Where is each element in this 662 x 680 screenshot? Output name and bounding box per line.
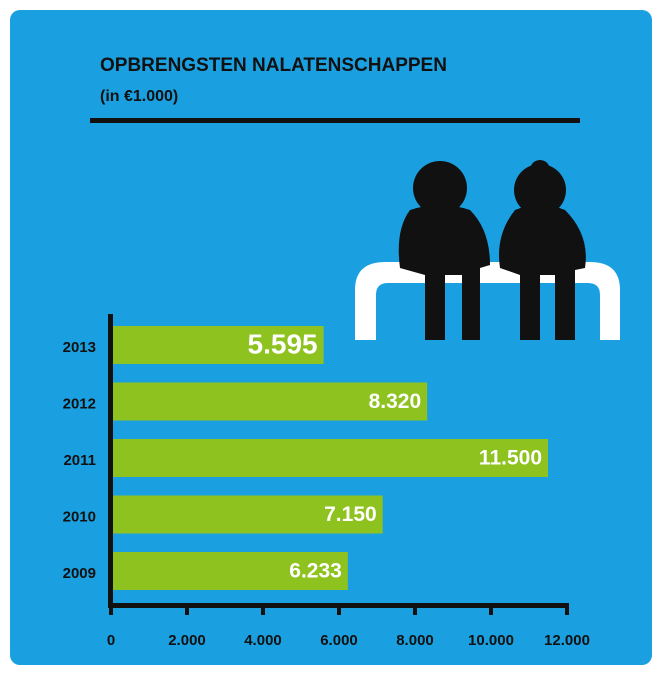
y-tick-label: 2011: [63, 452, 96, 469]
x-tick-label: 0: [107, 632, 115, 649]
bar: [111, 326, 324, 364]
illustration: [355, 160, 620, 340]
value-label: 5.595: [248, 328, 318, 359]
value-label: 8.320: [369, 390, 422, 413]
title-rule: [90, 118, 580, 123]
x-tick-label: 6.000: [320, 632, 358, 649]
value-label: 11.500: [479, 447, 542, 470]
y-tick-label: 2010: [63, 508, 96, 525]
y-tick-label: 2012: [63, 395, 96, 412]
x-tick-label: 10.000: [468, 632, 514, 649]
x-tick-label: 4.000: [244, 632, 282, 649]
x-tick-label: 8.000: [396, 632, 434, 649]
bar: [111, 552, 348, 590]
bar: [111, 495, 383, 534]
x-tick-label: 12.000: [544, 632, 590, 649]
value-label: 6.233: [289, 560, 342, 583]
value-label: 7.150: [324, 503, 377, 526]
chart-subtitle: (in €1.000): [100, 88, 178, 105]
bar: [111, 439, 548, 477]
y-tick-label: 2009: [63, 565, 96, 582]
y-tick-label: 2013: [63, 339, 96, 356]
y-axis: [108, 314, 113, 607]
bar: [111, 382, 428, 421]
chart-title: OPBRENGSTEN NALATENSCHAPPEN: [100, 55, 447, 76]
x-tick-label: 2.000: [168, 632, 206, 649]
